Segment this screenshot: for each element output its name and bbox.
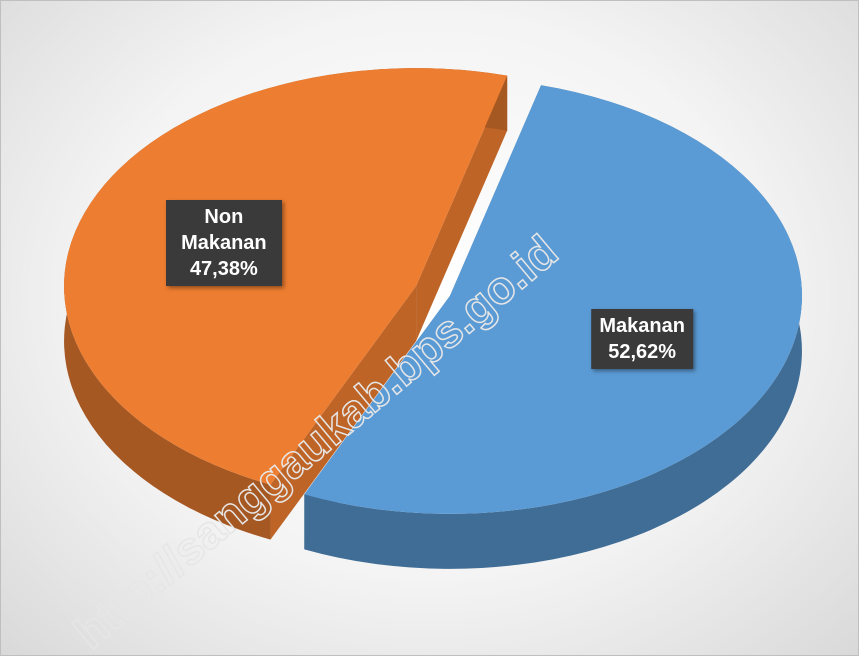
data-label: Makanan 52,62% <box>591 308 693 369</box>
slice <box>64 68 508 485</box>
value-label: 47,38% <box>189 258 258 281</box>
slice-face <box>270 286 417 540</box>
category-label: Non Makanan <box>181 206 267 255</box>
slice-face <box>416 75 508 342</box>
category-label: Makanan <box>599 314 685 337</box>
data-label: Non Makanan 47,38% <box>165 200 282 287</box>
value-label: 52,62% <box>608 340 677 363</box>
slice-side <box>304 85 802 569</box>
slice <box>304 85 802 514</box>
